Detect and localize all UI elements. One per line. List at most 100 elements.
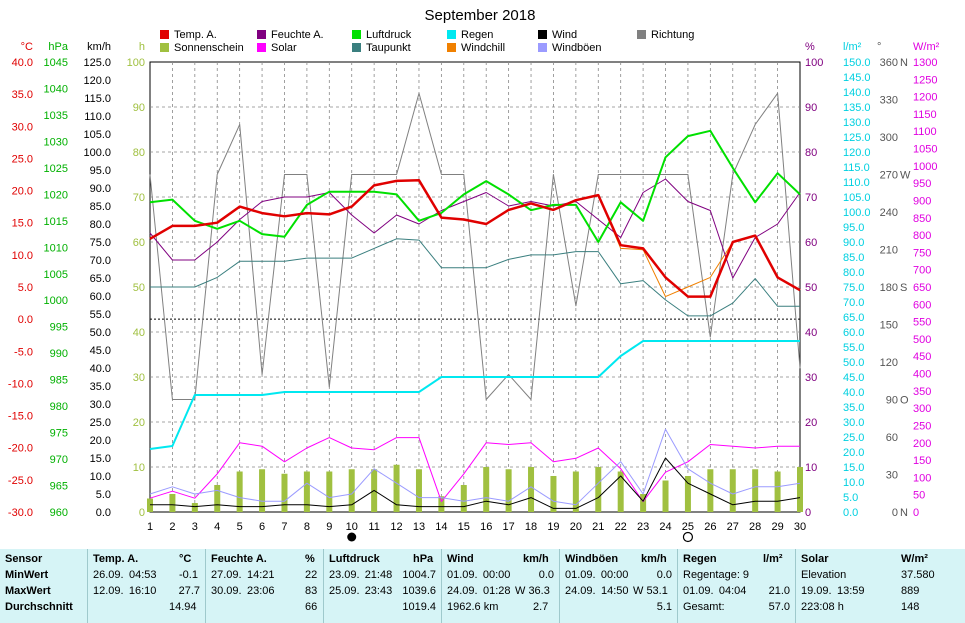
axis-tick-label: 0.0	[843, 507, 858, 519]
axis-tick-label: 1000	[44, 295, 68, 307]
legend-label: Wind	[552, 29, 577, 41]
sun-axis-unit: h	[139, 41, 145, 53]
legend-swatch	[257, 43, 266, 52]
legend-swatch	[637, 30, 646, 39]
rain-header: Regen	[683, 553, 717, 565]
x-tick-label: 15	[458, 521, 470, 533]
solar-max-time: 13:59	[837, 585, 865, 597]
max-label: MaxWert	[5, 585, 51, 597]
pressure-axis-unit: hPa	[48, 41, 68, 53]
axis-tick-label: 80	[805, 147, 817, 159]
axis-tick-label: 980	[50, 401, 68, 413]
x-tick-label: 16	[480, 521, 492, 533]
axis-tick-label: 70.0	[90, 255, 111, 267]
rain-days: Regentage: 9	[683, 569, 750, 581]
axis-tick-label: 85.0	[90, 201, 111, 213]
axis-tick-label: 115.0	[84, 93, 111, 105]
sunshine-bar	[281, 473, 288, 512]
axis-tick-label: 90	[805, 102, 817, 114]
axis-tick-label: 35.0	[90, 381, 111, 393]
axis-tick-label: 1100	[913, 126, 937, 138]
solar-axis-unit: W/m²	[913, 41, 940, 53]
avg-label: Durchschnitt	[5, 601, 73, 613]
legend-label: Luftdruck	[366, 29, 412, 41]
humidity-min-val: 22	[305, 569, 318, 581]
legend-label: Taupunkt	[366, 42, 411, 54]
axis-tick-label: 500	[913, 334, 931, 346]
x-tick-label: 14	[435, 521, 447, 533]
x-tick-label: 25	[682, 521, 694, 533]
axis-tick-label: 20	[805, 417, 817, 429]
axis-tick-label: 95.0	[90, 165, 111, 177]
x-tick-label: 17	[502, 521, 514, 533]
axis-tick-label: 200	[913, 438, 931, 450]
legend-label: Temp. A.	[174, 29, 217, 41]
axis-tick-label: 80.0	[90, 219, 111, 231]
axis-tick-label: 40.0	[843, 387, 864, 399]
axis-tick-label: 30	[886, 470, 898, 482]
sunshine-bar	[729, 469, 736, 512]
axis-tick-label: 20.0	[12, 186, 33, 198]
stats-wind: Wind km/h 01.09. 00:00 0.0 24.09. 01:28 W 36.…	[442, 549, 560, 623]
sunshine-bar	[191, 503, 198, 512]
temp-max-date: 12.09.	[93, 585, 124, 597]
sunshine-bar	[169, 494, 176, 512]
axis-tick-label: 1040	[44, 83, 68, 95]
axis-tick-label: 145.0	[843, 72, 871, 84]
sunshine-bar	[640, 494, 647, 512]
series-line-regen	[149, 340, 800, 450]
axis-tick-label: 50	[913, 490, 925, 502]
sunshine-bar	[438, 496, 445, 512]
axis-tick-label: 120	[880, 357, 898, 369]
sunshine-bar	[572, 471, 579, 512]
axis-tick-label: 40	[805, 327, 817, 339]
axis-tick-label: 45.0	[90, 345, 111, 357]
axis-tick-label: 15.0	[90, 453, 111, 465]
x-tick-label: 26	[704, 521, 716, 533]
x-tick-label: 19	[547, 521, 559, 533]
axis-tick-label: 0	[892, 507, 898, 519]
humidity-unit: %	[305, 553, 315, 565]
legend-item: Wind	[538, 29, 577, 41]
axis-tick-label: 10.0	[843, 477, 864, 489]
axis-tick-label: 360	[880, 57, 898, 69]
series-line-luftdruck	[149, 129, 801, 243]
axis-tick-label: 1030	[44, 136, 68, 148]
axis-tick-label: 5.0	[96, 489, 111, 501]
axis-tick-label: 1010	[44, 242, 68, 254]
axis-tick-label: 50.0	[843, 357, 864, 369]
axis-tick-label: 150.0	[843, 57, 871, 69]
chart-title: September 2018	[425, 7, 536, 24]
x-tick-label: 24	[659, 521, 671, 533]
axis-tick-label: 250	[913, 420, 931, 432]
axis-tick-label: 350	[913, 386, 931, 398]
stats-sensor: Sensor MinWert MaxWert Durchschnitt	[0, 549, 88, 623]
axis-tick-label: 210	[880, 245, 898, 257]
axis-tick-label: -30.0	[8, 507, 33, 519]
axis-tick-label: 65.0	[90, 273, 111, 285]
rain-total: 57.0	[768, 601, 790, 613]
axis-tick-label: 90	[133, 102, 145, 114]
axis-tick-label: 995	[50, 322, 68, 334]
gust-max-time: 14:50	[601, 585, 629, 597]
solar-max-date: 19.09.	[801, 585, 832, 597]
stats-rain: Regen l/m² Regentage: 9 01.09. 04:04 21.0 G…	[678, 549, 796, 623]
pressure-max-date: 25.09.	[329, 585, 360, 597]
axis-tick-label: 20	[133, 417, 145, 429]
sunshine-bar	[550, 476, 557, 512]
legend-item: Richtung	[637, 29, 694, 41]
humidity-max-date: 30.09.	[211, 585, 242, 597]
axis-tick-label: 100	[127, 57, 145, 69]
axis-tick-label: 1005	[44, 269, 68, 281]
axis-tick-label: 600	[913, 299, 931, 311]
axis-tick-label: 0	[805, 507, 811, 519]
axis-tick-label: 85.0	[843, 252, 864, 264]
axis-tick-label: 800	[913, 230, 931, 242]
sunshine-bar	[684, 476, 691, 512]
wind-header: Wind	[447, 553, 474, 565]
pressure-max-val: 1039.6	[402, 585, 436, 597]
axis-tick-label: 30	[133, 372, 145, 384]
axis-tick-label: -10.0	[8, 378, 33, 390]
wind-min-time: 00:00	[482, 569, 511, 581]
rain-total-label: Gesamt:	[683, 601, 725, 613]
